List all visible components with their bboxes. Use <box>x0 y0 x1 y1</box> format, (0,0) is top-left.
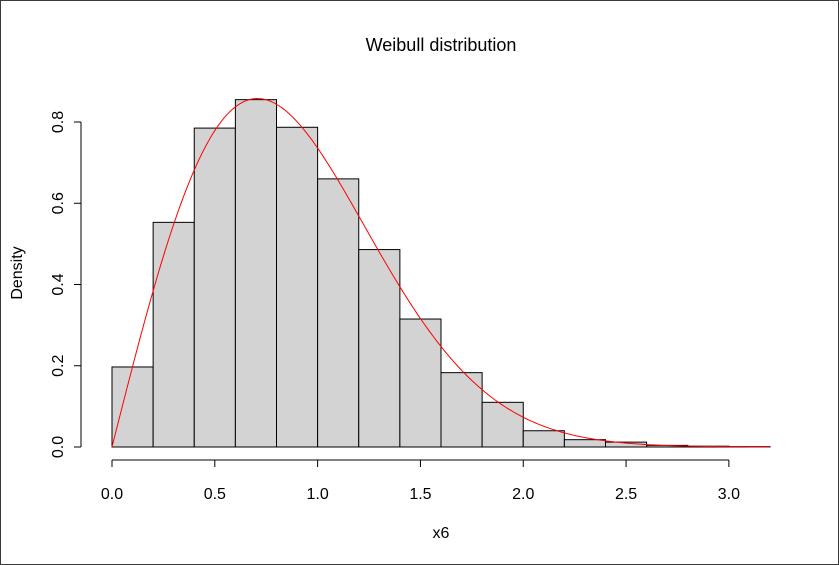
density-curve <box>111 98 771 448</box>
histogram-bar <box>399 318 442 448</box>
y-tick-label: 0.8 <box>50 111 67 133</box>
x-tick-label: 0.5 <box>204 486 226 503</box>
histogram-bar <box>152 221 195 448</box>
histogram-bar <box>317 178 360 448</box>
y-tick-label: 0.2 <box>50 355 67 377</box>
histogram-bar <box>563 439 606 448</box>
x-tick-label: 2.0 <box>512 486 534 503</box>
histogram-bar <box>522 430 565 448</box>
y-tick-label: 0.0 <box>50 436 67 458</box>
histogram-bar <box>111 366 154 448</box>
x-axis-label: x6 <box>433 525 450 542</box>
y-tick-label: 0.4 <box>50 273 67 295</box>
x-axis: 0.0 0.5 1.0 1.5 2.0 2.5 3.0 <box>101 459 740 503</box>
histogram-bar <box>276 126 319 448</box>
x-tick-label: 1.0 <box>307 486 329 503</box>
histogram-bars <box>111 99 771 448</box>
y-axis-label: Density <box>9 246 26 299</box>
x-tick-label: 0.0 <box>101 486 123 503</box>
y-tick-label: 0.6 <box>50 192 67 214</box>
chart-title: Weibull distribution <box>366 35 517 55</box>
x-tick-label: 2.5 <box>615 486 637 503</box>
x-tick-label: 1.5 <box>409 486 431 503</box>
x-tick-label: 3.0 <box>718 486 740 503</box>
histogram-bar <box>193 127 236 448</box>
histogram-bar <box>358 249 401 448</box>
y-axis: 0.0 0.2 0.4 0.6 0.8 <box>50 111 82 458</box>
histogram-bar <box>234 99 277 448</box>
histogram-bar <box>481 401 524 448</box>
density-curve-group <box>111 98 771 448</box>
histogram-bar <box>440 372 483 448</box>
